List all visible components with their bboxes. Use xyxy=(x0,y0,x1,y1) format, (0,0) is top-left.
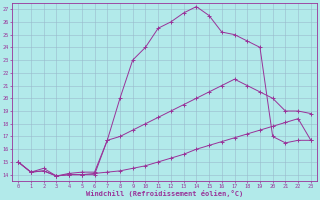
X-axis label: Windchill (Refroidissement éolien,°C): Windchill (Refroidissement éolien,°C) xyxy=(86,190,243,197)
